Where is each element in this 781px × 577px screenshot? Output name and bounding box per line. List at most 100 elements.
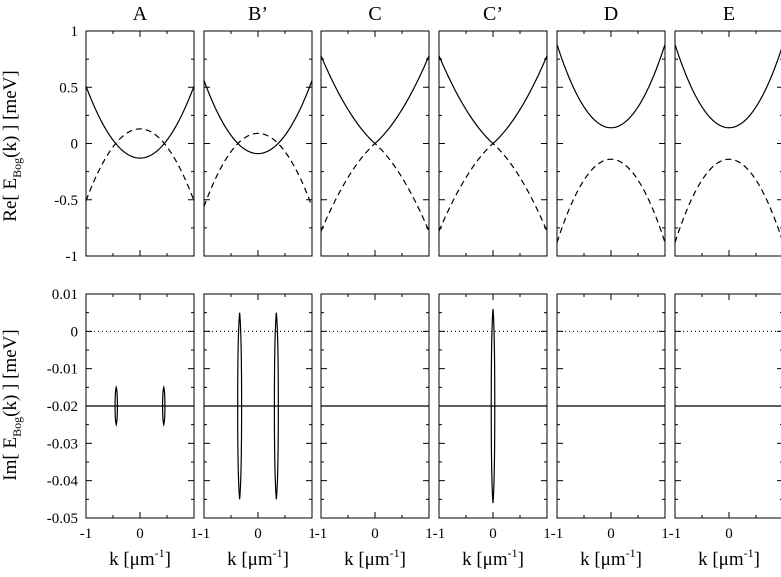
x-axis-label: k [μm-1] bbox=[580, 546, 642, 570]
plot-frame bbox=[203, 30, 313, 257]
xlabel-main: k [μm bbox=[698, 549, 744, 570]
y-tick-label: -0.5 bbox=[54, 193, 78, 209]
bottom-ylabel-tail: (k) ] [meV] bbox=[0, 329, 21, 417]
xlabel-tail: ] bbox=[636, 549, 642, 570]
lower-branch-line bbox=[203, 132, 313, 207]
lower-branch-line bbox=[556, 158, 666, 243]
lower-branch-line bbox=[320, 142, 430, 232]
xlabel-sup: -1 bbox=[508, 546, 518, 560]
xlabel-main: k [μm bbox=[227, 549, 273, 570]
panel-title: C’ bbox=[483, 3, 503, 25]
top-row-ylabel: Re[ EBog(k) ] [meV] bbox=[0, 70, 24, 221]
bottom-plot: -1 0 1 bbox=[551, 293, 669, 542]
top-ylabel-tail: (k) ] [meV] bbox=[0, 70, 21, 158]
instability-loop bbox=[490, 308, 496, 504]
upper-branch-line bbox=[203, 80, 313, 155]
top-plot: -1 -0.5 0 0.5 1 bbox=[54, 24, 195, 265]
plot-frame bbox=[674, 30, 781, 257]
bottom-plot: -0.05 -0.04 -0.03 -0.02 -0.01 0 0.01 -1 0 1 bbox=[47, 287, 198, 542]
xlabel-tail: ] bbox=[518, 549, 524, 570]
upper-branch-line bbox=[438, 55, 548, 145]
panel-4: C’-1 0 1k [μm-1] bbox=[433, 3, 551, 570]
xlabel-main: k [μm bbox=[344, 549, 390, 570]
bottom-plot: -1 0 1 bbox=[198, 293, 316, 542]
panel-5: D-1 0 1k [μm-1] bbox=[551, 3, 669, 570]
xlabel-sup: -1 bbox=[744, 546, 754, 560]
x-tick-label: 1 bbox=[308, 526, 316, 542]
upper-branch-line bbox=[320, 55, 430, 145]
x-tick-label: 1 bbox=[543, 526, 551, 542]
xlabel-main: k [μm bbox=[109, 549, 155, 570]
y-tick-label: 0 bbox=[71, 137, 79, 153]
x-tick-label: 0 bbox=[725, 526, 733, 542]
x-tick-label: -1 bbox=[551, 526, 564, 542]
xlabel-main: k [μm bbox=[580, 549, 626, 570]
x-tick-label: 1 bbox=[779, 526, 781, 542]
xlabel-tail: ] bbox=[283, 549, 289, 570]
panel-title: B’ bbox=[248, 3, 268, 25]
plot-frame bbox=[85, 30, 195, 257]
y-tick-label: 0.5 bbox=[59, 80, 78, 96]
instability-loop bbox=[114, 385, 118, 427]
panel-title: C bbox=[368, 3, 381, 25]
top-ylabel-main: Re[ E bbox=[0, 178, 21, 222]
y-tick-label: 1 bbox=[71, 24, 79, 40]
x-tick-label: -1 bbox=[669, 526, 682, 542]
upper-branch-line bbox=[674, 44, 781, 129]
bottom-ylabel-sub: Bog bbox=[10, 417, 24, 437]
instability-loop bbox=[162, 385, 166, 427]
x-tick-label: 0 bbox=[254, 526, 262, 542]
xlabel-tail: ] bbox=[400, 549, 406, 570]
upper-branch-line bbox=[85, 85, 195, 159]
y-tick-label: 0.01 bbox=[52, 287, 78, 303]
xlabel-sup: -1 bbox=[626, 546, 636, 560]
x-tick-label: -1 bbox=[433, 526, 446, 542]
upper-branch-line bbox=[556, 44, 666, 129]
bottom-plot: -1 0 1 bbox=[669, 293, 781, 542]
lower-branch-line bbox=[674, 158, 781, 243]
instability-loop bbox=[237, 312, 243, 500]
x-tick-label: -1 bbox=[315, 526, 328, 542]
x-axis-label: k [μm-1] bbox=[698, 546, 760, 570]
panel-title: D bbox=[604, 3, 618, 25]
x-tick-label: 1 bbox=[190, 526, 198, 542]
panel-title: A bbox=[133, 3, 148, 25]
xlabel-tail: ] bbox=[754, 549, 760, 570]
bottom-ylabel-main: Im[ E bbox=[0, 437, 21, 481]
top-plot bbox=[320, 30, 430, 257]
x-tick-label: 1 bbox=[425, 526, 433, 542]
x-tick-label: -1 bbox=[80, 526, 93, 542]
xlabel-sup: -1 bbox=[273, 546, 283, 560]
xlabel-sup: -1 bbox=[390, 546, 400, 560]
bottom-plot: -1 0 1 bbox=[315, 293, 433, 542]
x-tick-label: 0 bbox=[371, 526, 379, 542]
top-plot bbox=[556, 30, 666, 257]
x-tick-label: -1 bbox=[198, 526, 211, 542]
y-tick-label: -0.01 bbox=[47, 362, 78, 378]
y-tick-label: -0.02 bbox=[47, 399, 78, 415]
x-tick-label: 1 bbox=[661, 526, 669, 542]
x-tick-label: 0 bbox=[136, 526, 144, 542]
x-tick-label: 0 bbox=[607, 526, 615, 542]
y-tick-label: -1 bbox=[66, 249, 79, 265]
y-axis-labels: Re[ EBog(k) ] [meV] Im[ EBog(k) ] [meV] bbox=[0, 70, 24, 480]
xlabel-tail: ] bbox=[165, 549, 171, 570]
xlabel-main: k [μm bbox=[462, 549, 508, 570]
top-plot bbox=[674, 30, 781, 257]
x-axis-label: k [μm-1] bbox=[109, 546, 171, 570]
bottom-plot: -1 0 1 bbox=[433, 293, 551, 542]
panel-title: E bbox=[723, 3, 735, 25]
y-tick-label: -0.03 bbox=[47, 436, 78, 452]
plot-frame bbox=[556, 30, 666, 257]
top-plot bbox=[438, 30, 548, 257]
panel-1: A -1 -0.5 0 0.5 1 -0.05 -0.04 -0.03 -0.02 -0.01 0 0.… bbox=[47, 3, 198, 570]
x-axis-label: k [μm-1] bbox=[227, 546, 289, 570]
x-tick-label: 0 bbox=[489, 526, 497, 542]
top-plot bbox=[203, 30, 313, 257]
x-axis-label: k [μm-1] bbox=[344, 546, 406, 570]
lower-branch-line bbox=[438, 142, 548, 232]
panel-2: B’-1 0 1k [μm-1] bbox=[198, 3, 316, 570]
y-tick-label: -0.05 bbox=[47, 511, 78, 527]
